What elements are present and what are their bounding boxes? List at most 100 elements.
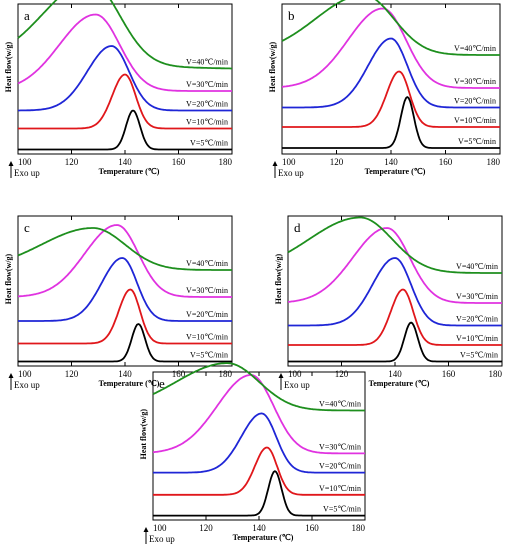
series-label: V=5℃/min	[460, 351, 498, 360]
x-tick-label: 140	[252, 523, 266, 533]
series-label: V=30℃/min	[454, 77, 496, 86]
series-label: V=10℃/min	[319, 484, 361, 493]
exo-arrow-head	[8, 161, 14, 166]
series-label: V=30℃/min	[319, 442, 361, 451]
series-label: V=20℃/min	[186, 100, 228, 109]
x-tick-label: 100	[18, 157, 32, 167]
series-line	[153, 446, 365, 496]
series-label: V=30℃/min	[186, 80, 228, 89]
series-label: V=20℃/min	[456, 315, 498, 324]
series-line	[18, 45, 232, 112]
series-line	[18, 323, 232, 363]
x-tick-label: 140	[118, 157, 132, 167]
exo-up-label: Exo up	[278, 168, 304, 178]
exo-up-label: Exo up	[284, 380, 310, 390]
series-line	[152, 362, 365, 412]
series-line	[281, 0, 500, 56]
series-label: V=40℃/min	[319, 399, 361, 408]
panel-a: a V=5℃/min V=10℃/min V=20℃/min V=30℃/min V=40…	[4, 0, 233, 178]
series-label: V=40℃/min	[186, 58, 228, 67]
series-label: V=10℃/min	[454, 116, 496, 125]
x-tick-label: 140	[384, 157, 398, 167]
series-line	[18, 109, 232, 151]
panel-c: c V=5℃/min V=10℃/min V=20℃/min V=30℃/min V=40…	[4, 215, 233, 390]
panel-label: e	[159, 376, 165, 391]
panel-label: d	[294, 220, 301, 235]
x-tick-label: 140	[388, 369, 402, 379]
series-label: V=10℃/min	[186, 333, 228, 342]
series-line	[282, 70, 500, 128]
x-axis-title: Temperature (℃)	[99, 167, 160, 176]
x-tick-label: 120	[330, 157, 344, 167]
series-label: V=20℃/min	[454, 97, 496, 106]
series-label: V=10℃/min	[186, 118, 228, 127]
x-tick-label: 160	[442, 369, 456, 379]
panel-label: b	[288, 8, 295, 23]
series-label: V=5℃/min	[323, 505, 361, 514]
series-label: V=40℃/min	[186, 259, 228, 268]
series-line	[18, 257, 232, 322]
x-tick-label: 140	[118, 369, 132, 379]
series-line	[17, 227, 232, 271]
panel-b: b V=5℃/min V=10℃/min V=20℃/min V=30℃/min V=40…	[268, 0, 501, 178]
y-axis-title: Heat flow(w/g)	[268, 41, 277, 92]
x-tick-label: 160	[172, 369, 186, 379]
exo-arrow-head	[143, 527, 149, 532]
x-tick-label: 100	[282, 157, 296, 167]
series-label: V=20℃/min	[186, 310, 228, 319]
x-tick-label: 120	[199, 523, 213, 533]
x-tick-label: 100	[288, 369, 302, 379]
x-tick-label: 160	[305, 523, 319, 533]
exo-arrow-head	[8, 373, 14, 378]
exo-up-label: Exo up	[149, 534, 175, 544]
series-line	[288, 321, 502, 363]
panel-label: a	[24, 8, 30, 23]
series-line	[17, 224, 232, 298]
series-line	[153, 470, 365, 517]
series-line	[18, 288, 232, 345]
series-label: V=20℃/min	[319, 462, 361, 471]
series-line	[287, 227, 502, 304]
series-line	[18, 73, 232, 130]
series-label: V=5℃/min	[190, 139, 228, 148]
series-label: V=40℃/min	[454, 44, 496, 53]
x-tick-label: 120	[65, 369, 79, 379]
x-tick-label: 180	[487, 157, 501, 167]
series-label: V=10℃/min	[456, 334, 498, 343]
x-tick-label: 100	[18, 369, 32, 379]
y-axis-title: Heat flow(w/g)	[139, 409, 148, 460]
exo-arrow-head	[278, 373, 284, 378]
series-line	[282, 37, 500, 109]
exo-up-label: Exo up	[14, 168, 40, 178]
x-axis-title: Temperature (℃)	[365, 167, 426, 176]
x-tick-label: 120	[335, 369, 349, 379]
x-axis-title: Temperature (℃)	[369, 379, 430, 388]
y-axis-title: Heat flow(w/g)	[274, 253, 283, 304]
exo-arrow-head	[272, 161, 278, 166]
x-tick-label: 180	[352, 523, 366, 533]
x-tick-label: 180	[219, 157, 233, 167]
x-tick-label: 100	[153, 523, 167, 533]
y-axis-title: Heat flow(w/g)	[4, 41, 13, 92]
series-label: V=30℃/min	[186, 286, 228, 295]
series-line	[282, 96, 500, 149]
series-line	[288, 288, 502, 346]
y-axis-title: Heat flow(w/g)	[4, 253, 13, 304]
x-tick-label: 160	[172, 157, 186, 167]
series-label: V=40℃/min	[456, 262, 498, 271]
x-tick-label: 180	[489, 369, 503, 379]
x-tick-label: 160	[439, 157, 453, 167]
series-label: V=30℃/min	[456, 292, 498, 301]
series-line	[153, 412, 365, 474]
panel-d: d V=5℃/min V=10℃/min V=20℃/min V=30℃/min V=40…	[274, 215, 503, 390]
x-tick-label: 180	[219, 369, 233, 379]
series-label: V=5℃/min	[458, 137, 496, 146]
series-label: V=5℃/min	[190, 351, 228, 360]
x-tick-label: 120	[65, 157, 79, 167]
series-line	[152, 374, 365, 455]
panel-e: e V=5℃/min V=10℃/min V=20℃/min V=30℃/min V=40…	[139, 362, 366, 544]
series-line	[287, 216, 502, 274]
series-line	[17, 0, 232, 70]
x-axis-title: Temperature (℃)	[233, 533, 294, 542]
